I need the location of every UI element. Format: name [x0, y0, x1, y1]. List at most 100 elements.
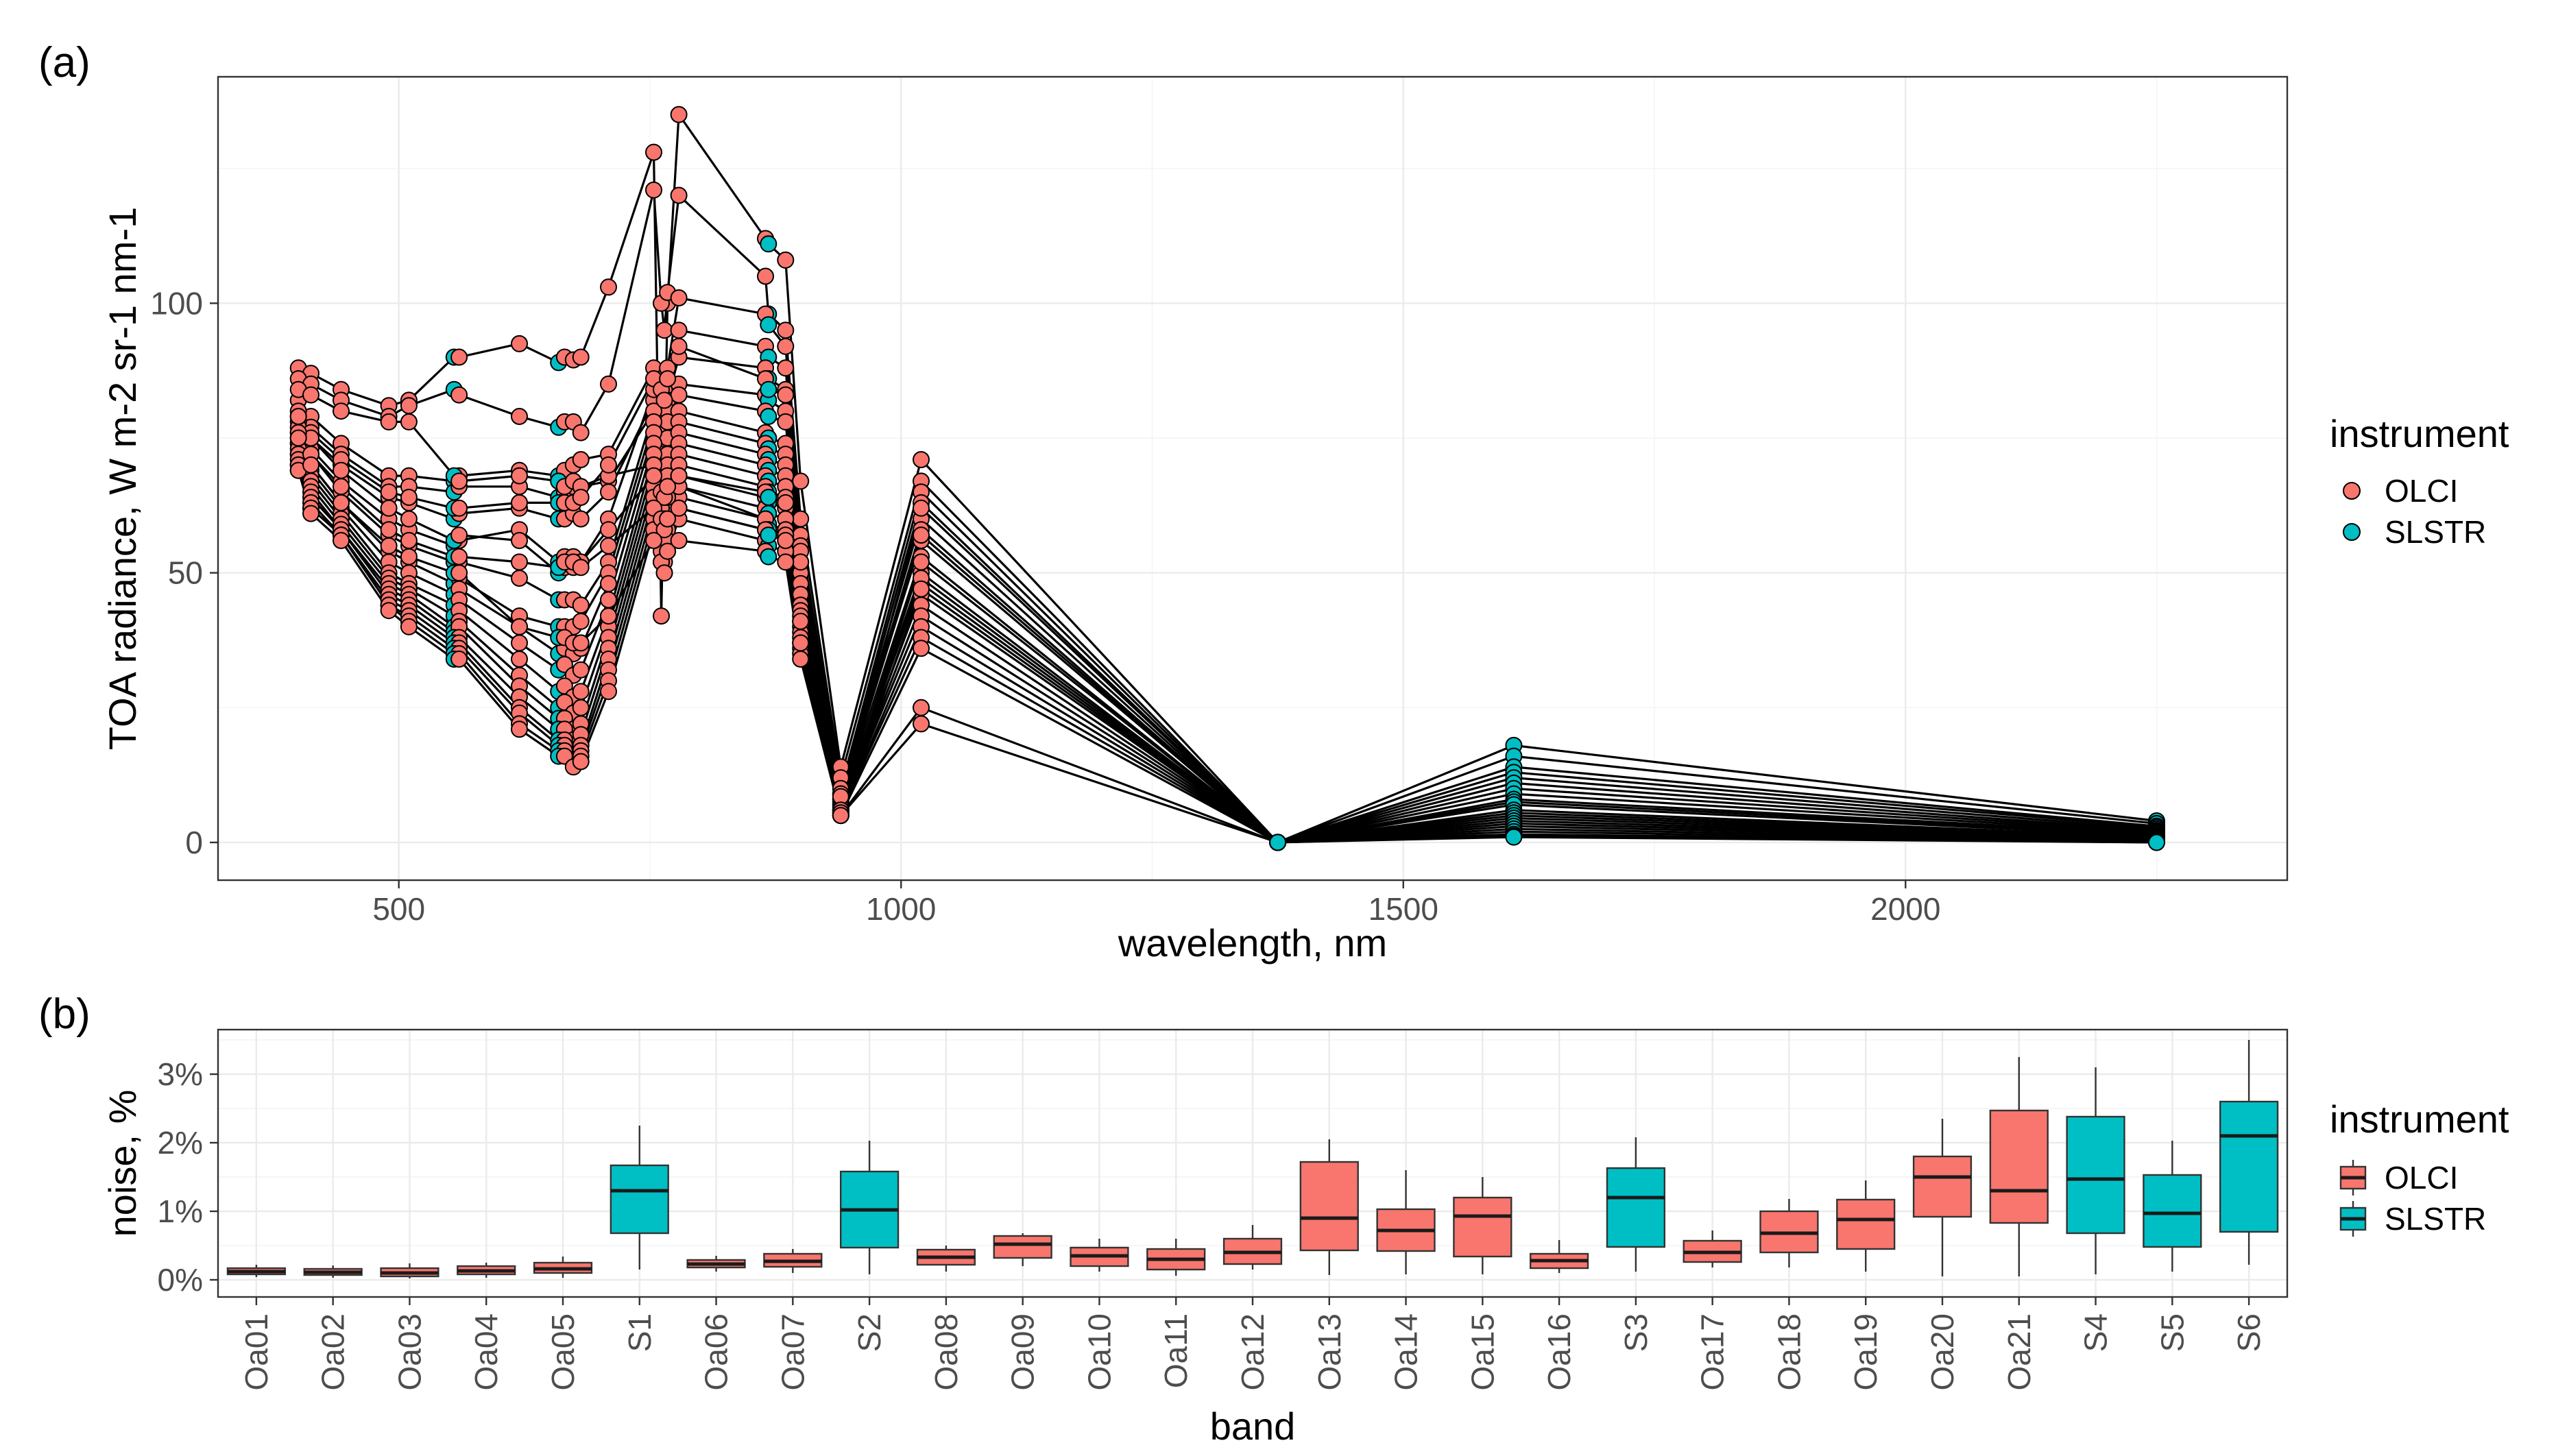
- panel-b-tag: (b): [38, 991, 91, 1038]
- noise-box-s6: [2219, 1040, 2279, 1265]
- x-tick-label: Oa21: [2001, 1313, 2037, 1391]
- spectrum-point: [333, 532, 350, 549]
- x-tick-label: Oa06: [699, 1313, 734, 1391]
- spectrum-point: [600, 683, 617, 701]
- spectrum-point: [511, 467, 528, 485]
- spectrum-point: [670, 289, 688, 306]
- x-tick-label: Oa11: [1158, 1313, 1194, 1388]
- x-tick-label: Oa03: [391, 1313, 427, 1391]
- spectrum-point: [380, 521, 398, 539]
- iqr-box: [993, 1235, 1052, 1259]
- spectrum-point: [450, 564, 468, 582]
- spectrum-point: [380, 602, 398, 620]
- noise-y-axis: 0% 1% 2% 3%: [158, 1056, 218, 1298]
- x-tick-label: S6: [2231, 1313, 2267, 1352]
- spectrum-point: [450, 526, 468, 544]
- spectrum-point: [600, 537, 617, 555]
- spectra-panel: 500 1000 1500 2000 0 50 100 wavelength, nm TO…: [101, 75, 2509, 964]
- spectrum-point: [511, 494, 528, 511]
- spectrum-point: [659, 510, 677, 528]
- y-tick-label: 2%: [158, 1125, 203, 1161]
- spectrum-point: [450, 499, 468, 517]
- y-tick-label: 0: [185, 825, 203, 860]
- y-tick-label: 50: [168, 555, 203, 591]
- spectrum-point: [792, 612, 810, 630]
- spectrum-point: [572, 634, 590, 652]
- spectrum-point: [400, 489, 418, 506]
- x-tick-label: Oa02: [315, 1313, 351, 1391]
- legend-olci-label: OLCI: [2385, 473, 2458, 509]
- spectrum-point: [777, 251, 795, 269]
- spectrum-point: [380, 413, 398, 430]
- noise-box-s3: [1606, 1137, 1666, 1272]
- y-tick-label: 3%: [158, 1056, 203, 1092]
- x-tick-label: Oa12: [1235, 1313, 1270, 1391]
- x-tick-label: 500: [372, 891, 425, 927]
- noise-panel: Oa01 Oa02 Oa03 Oa04 Oa05 S1 Oa06 Oa07 S2 Oa08 Oa09…: [101, 1028, 2509, 1448]
- spectrum-point: [670, 337, 688, 355]
- spectrum-point: [600, 456, 617, 474]
- x-tick-label: Oa15: [1464, 1313, 1500, 1391]
- noise-legend: instrument OLCI SLSTR: [2330, 1097, 2509, 1237]
- spectrum-point: [400, 618, 418, 635]
- noise-boxes: [226, 1040, 2279, 1278]
- spectra-points: [289, 106, 2165, 851]
- spectrum-point: [760, 408, 777, 425]
- noise-box-oa07: [763, 1249, 823, 1273]
- spectrum-point: [572, 559, 590, 577]
- spectrum-point: [333, 478, 350, 496]
- noise-y-axis-title: noise, %: [101, 1090, 144, 1237]
- spectrum-point: [511, 618, 528, 635]
- spectrum-point: [511, 408, 528, 425]
- spectra-x-axis-title: wavelength, nm: [1118, 921, 1387, 964]
- x-tick-label: Oa16: [1541, 1313, 1577, 1391]
- noise-box-s2: [839, 1141, 900, 1274]
- x-tick-label: Oa20: [1925, 1313, 1960, 1391]
- spectrum-point: [380, 537, 398, 555]
- x-tick-label: Oa08: [928, 1313, 964, 1391]
- spectrum-point: [572, 510, 590, 528]
- y-tick-label: 1%: [158, 1193, 203, 1229]
- noise-box-oa15: [1453, 1177, 1512, 1274]
- noise-x-axis: Oa01 Oa02 Oa03 Oa04 Oa05 S1 Oa06 Oa07 S2 Oa08 Oa09…: [239, 1297, 2267, 1391]
- spectrum-point: [450, 348, 468, 366]
- spectrum-point: [645, 143, 662, 161]
- spectrum-point: [600, 483, 617, 501]
- iqr-box: [1606, 1167, 1666, 1248]
- spectrum-point: [400, 413, 418, 430]
- spectrum-point: [760, 316, 777, 334]
- spectrum-point: [792, 634, 810, 652]
- noise-box-oa14: [1376, 1170, 1436, 1274]
- spectrum-point: [511, 651, 528, 668]
- spectrum-point: [777, 337, 795, 355]
- spectrum-point: [600, 591, 617, 609]
- spectrum-point: [511, 553, 528, 571]
- spectrum-point: [645, 532, 662, 549]
- spectrum-point: [645, 181, 662, 199]
- spectrum-point: [333, 494, 350, 511]
- noise-box-oa18: [1759, 1199, 1819, 1267]
- spectrum-point: [760, 548, 777, 566]
- y-tick-label: 0%: [158, 1262, 203, 1298]
- spectrum-point: [400, 510, 418, 528]
- x-tick-label: Oa09: [1005, 1313, 1041, 1391]
- spectrum-point: [659, 542, 677, 560]
- legend-slstr-box-key: [2339, 1201, 2367, 1237]
- spectrum-point: [572, 596, 590, 614]
- spectrum-point: [600, 574, 617, 592]
- x-tick-label: S2: [852, 1313, 887, 1352]
- spectrum-point: [760, 235, 777, 253]
- spectrum-point: [380, 499, 398, 517]
- x-tick-label: Oa01: [239, 1313, 274, 1391]
- spectrum-point: [450, 472, 468, 490]
- spectrum-point: [670, 321, 688, 339]
- spectrum-point: [760, 526, 777, 544]
- x-tick-label: Oa05: [545, 1313, 581, 1391]
- x-tick-label: 1000: [866, 891, 936, 927]
- spectrum-point: [913, 553, 930, 571]
- iqr-box: [2066, 1115, 2125, 1235]
- spectrum-point: [572, 753, 590, 771]
- noise-legend-title: instrument: [2330, 1097, 2509, 1141]
- spectrum-point: [913, 580, 930, 598]
